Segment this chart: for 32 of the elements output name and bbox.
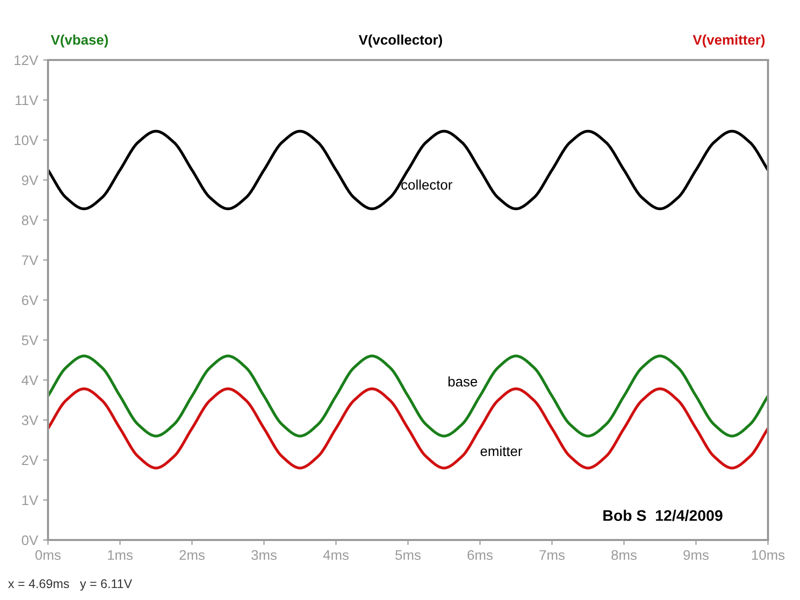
annotation: base xyxy=(448,376,478,387)
annotation: Bob S 12/4/2009 xyxy=(603,510,722,522)
y-tick-label: 10V xyxy=(14,135,38,146)
y-tick-label: 7V xyxy=(22,255,38,266)
y-tick-label: 0V xyxy=(22,535,38,546)
y-tick-label: 12V xyxy=(14,55,38,66)
x-tick-label: 10ms xyxy=(752,550,784,560)
y-tick-label: 11V xyxy=(16,95,38,106)
y-tick-label: 4V xyxy=(22,375,38,386)
x-tick-label: 2ms xyxy=(180,550,205,560)
y-tick-label: 5V xyxy=(22,335,38,346)
x-tick-label: 4ms xyxy=(323,550,349,560)
y-tick-label: 9V xyxy=(22,175,38,186)
text: V(vcollector) xyxy=(358,34,442,48)
text: V(vbase) xyxy=(50,34,108,48)
x-tick-label: 9ms xyxy=(684,550,709,560)
x-tick-label: 3ms xyxy=(251,550,277,560)
x-tick-label: 8ms xyxy=(611,550,637,560)
x-tick-label: 6ms xyxy=(468,550,493,560)
y-tick-label: 3V xyxy=(22,415,38,426)
text: V(vemitter) xyxy=(692,34,765,48)
annotation: emitter xyxy=(480,446,522,456)
y-tick-label: 6V xyxy=(22,295,38,306)
x-tick-label: 1ms xyxy=(108,550,133,560)
y-tick-label: 8V xyxy=(22,215,38,226)
x-tick-label: 5ms xyxy=(395,550,421,560)
x-tick-label: 0ms xyxy=(35,550,61,560)
y-tick-label: 2V xyxy=(22,455,38,466)
y-tick-label: 1V xyxy=(22,495,38,506)
text: x = 4.69ms y = 6.11V xyxy=(8,579,132,591)
x-tick-label: 7ms xyxy=(540,550,565,560)
annotation: collector xyxy=(401,180,452,190)
